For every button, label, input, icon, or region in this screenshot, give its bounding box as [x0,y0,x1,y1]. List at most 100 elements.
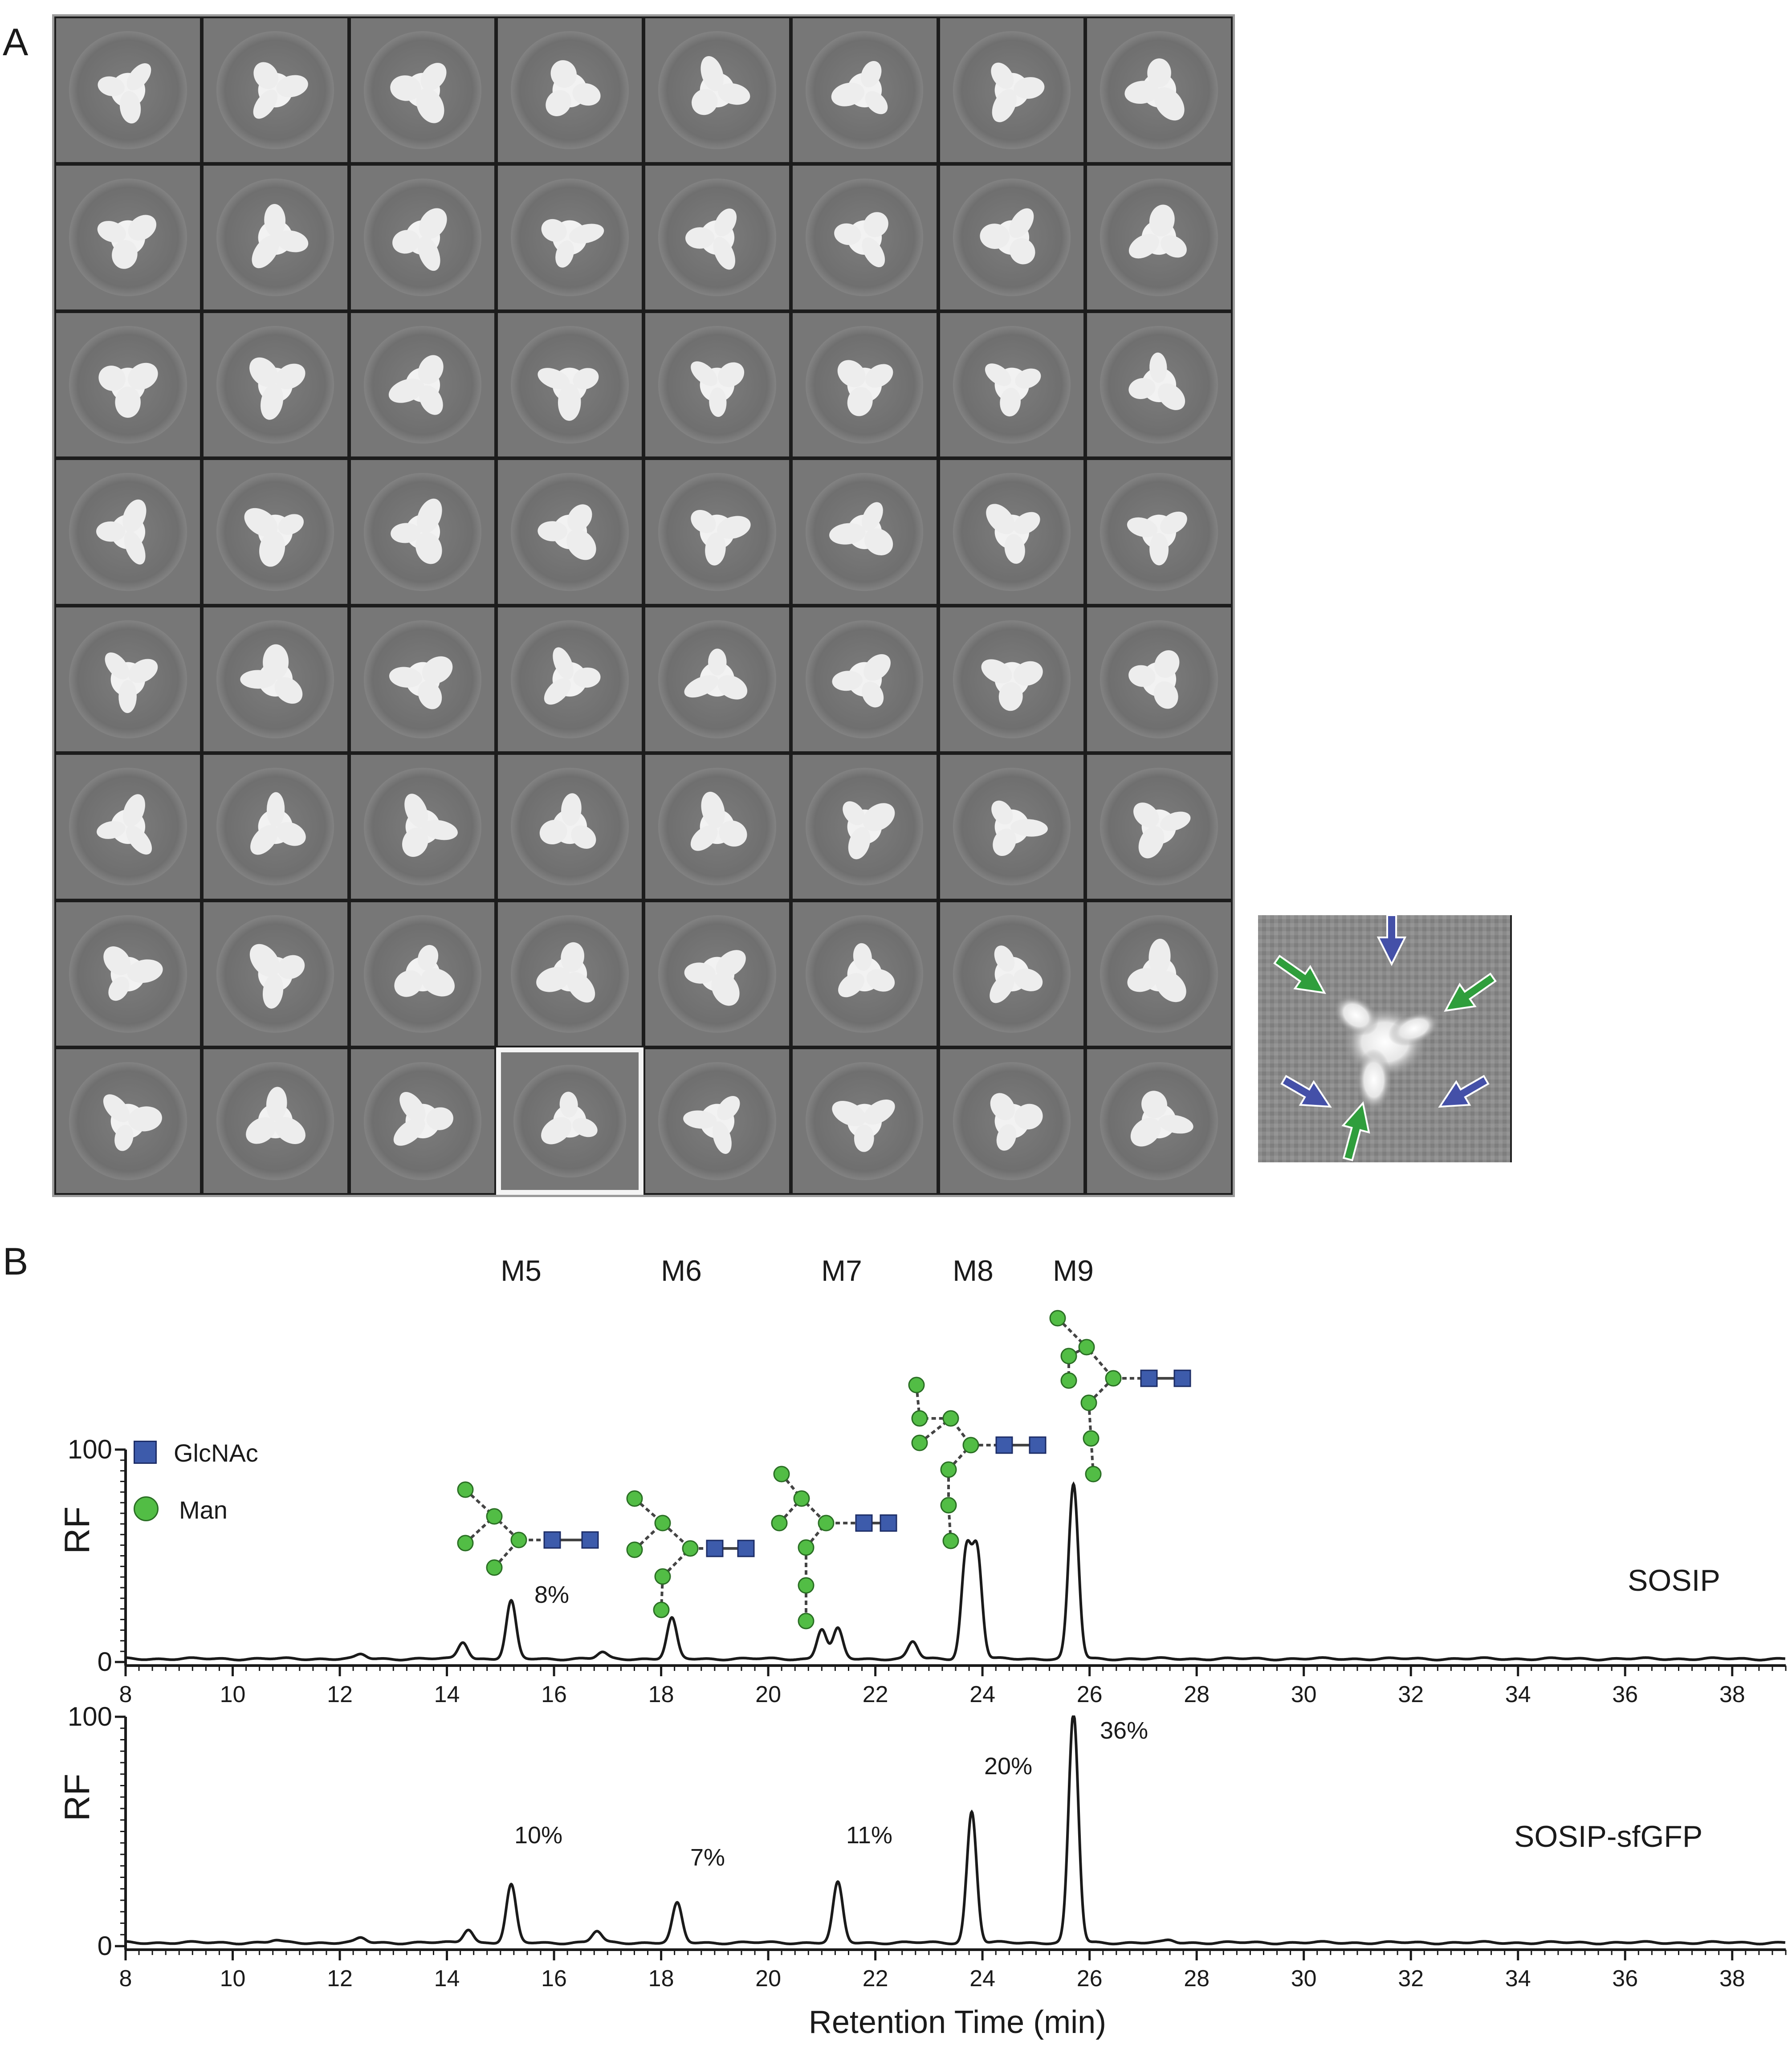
tile-particle [690,791,747,851]
class-average-tile [349,753,497,900]
x-tick-label: 22 [863,1966,888,1992]
blue-arrow-right [1438,1075,1490,1108]
class-average-tile [938,458,1086,606]
class-average-tile [643,1047,791,1195]
tile-particle [252,204,308,268]
class-average-tile [643,900,791,1048]
blue-arrow-left [1280,1075,1332,1108]
class-average-tile [643,16,791,164]
tile-particle [97,794,152,855]
class-average-tile [54,606,202,753]
tile-particle [1128,650,1180,709]
sosip-peak-label-m5: 8% [534,1581,570,1608]
class-average-tile [201,606,349,753]
class-average-tile [201,311,349,459]
chromatogram-trace [125,1481,1786,1662]
x-tick-label: 26 [1077,1966,1103,1992]
x-tick-label: 16 [541,1682,567,1707]
x-tick-label: 8 [119,1966,132,1992]
x-tick-label: 36 [1612,1966,1638,1992]
x-tick-label: 34 [1505,1966,1531,1992]
panel-a-label: A [3,21,29,64]
tile-particle [96,499,147,565]
chromatogram-trace [126,1715,1786,1946]
class-average-tile [938,606,1086,753]
tile-particle [831,61,888,114]
tile-particle [249,357,305,420]
tile-particle [691,510,751,566]
class-average-tile [54,311,202,459]
tile-particle [245,1087,305,1145]
tile-particle [684,949,746,1006]
class-average-tile [201,1047,349,1195]
sfgfp-peak-label-m9: 36% [1100,1717,1149,1744]
green-arrow-bottom [1341,1101,1370,1161]
tile-particle [692,56,750,115]
class-average-tile [790,900,938,1048]
tile-particle [541,1092,598,1145]
tile-particle [546,60,601,116]
sosip-chart: 8 10 12 14 16 18 20 22 24 26 28 30 32 34 36 38 0 100 [68,1434,1787,1707]
tile-particle [240,644,303,704]
class-average-tile [643,458,791,606]
class-average-tile [790,1047,938,1195]
x-tick-label: 28 [1184,1682,1210,1707]
tile-particle [837,359,893,416]
class-average-tile [938,163,1086,311]
class-average-tile [643,606,791,753]
class-average-tile [349,311,497,459]
tile-particle [394,945,455,997]
class-average-tile [1085,606,1233,753]
sfgfp-peak-label-m7: 11% [846,1822,893,1849]
tile-particle [390,498,442,564]
class-average-tile [349,1047,497,1195]
glycan-label-m7: M7 [821,1254,862,1287]
glcnac-legend-label: GlcNAc [174,1439,258,1467]
tile-particle [990,62,1044,122]
class-average-tile [201,753,349,900]
tile-particle [832,1100,895,1152]
x-tick-label: 12 [327,1966,353,1992]
tile-particle [392,208,447,271]
tile-particle [390,63,446,123]
x-tick-label: 14 [434,1966,460,1992]
tile-particle [683,1096,740,1154]
zoomed-image [1258,915,1510,1162]
tile-particle [1124,58,1185,121]
x-tick-label: 20 [755,1966,781,1992]
tile-particle [991,800,1048,856]
sfgfp-peak-label-m5: 10% [514,1822,563,1849]
tile-particle [684,648,748,700]
selected-class-average [496,1047,643,1195]
tile-particle [98,63,151,124]
tile-particle [834,212,888,267]
y-tick-label: 100 [68,1434,112,1464]
class-average-tile [1085,163,1233,311]
tile-particle [249,944,305,1009]
class-average-tile [643,753,791,900]
x-tick-label: 28 [1184,1966,1210,1992]
blue-arrow-top [1377,915,1407,966]
x-tick-label: 22 [863,1682,888,1707]
x-tick-label: 26 [1077,1682,1103,1707]
tile-particle [544,647,601,705]
x-tick-label: 16 [541,1966,567,1992]
glycan-label-m9: M9 [1053,1254,1094,1287]
sosip-sfgfp-sample-label: SOSIP-sfGFP [1514,1820,1703,1853]
tile-particle [250,792,306,855]
sfgfp-peak-label-m8: 20% [984,1753,1033,1780]
tile-particle [105,652,158,713]
tile-particle [1128,352,1185,410]
class-average-tile [790,16,938,164]
x-tick-label: 36 [1612,1682,1638,1707]
x-tick-label: 30 [1291,1966,1317,1992]
tile-particle [1133,802,1191,859]
zoomed-class-average [1258,915,1512,1162]
class-average-tile [54,163,202,311]
x-tick-label: 38 [1719,1966,1745,1992]
class-average-tile [496,606,643,753]
class-average-tile [496,900,643,1048]
tile-particle [103,1094,162,1151]
class-average-tile [1085,1047,1233,1195]
class-average-tile [938,753,1086,900]
